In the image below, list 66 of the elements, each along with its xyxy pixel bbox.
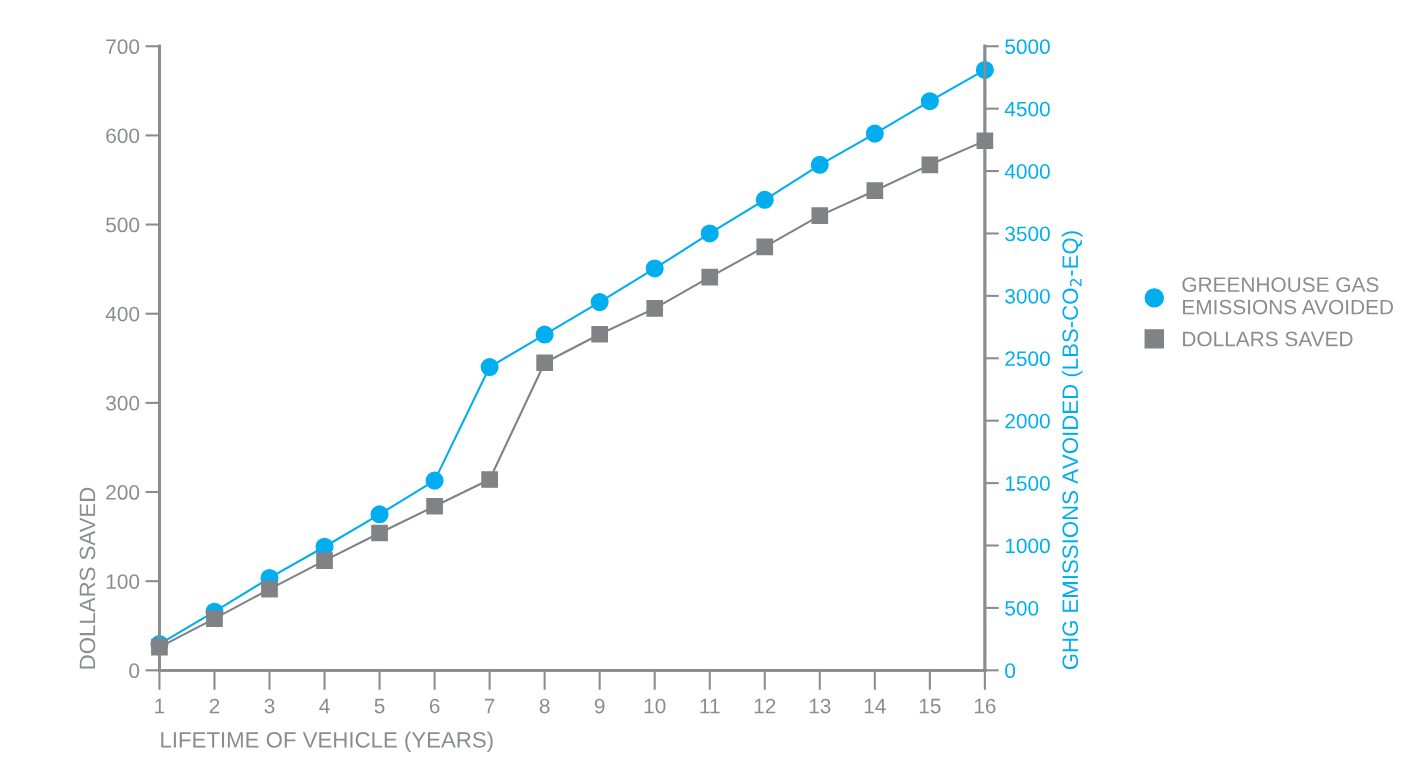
- y-axis-title: DOLLARS SAVED: [79, 487, 96, 669]
- y-tick-label: 500: [106, 217, 140, 233]
- x-tick-label: 8: [539, 698, 550, 714]
- point: [591, 325, 609, 343]
- x-tick-label: 14: [864, 698, 886, 714]
- point: [480, 357, 499, 377]
- point: [536, 354, 553, 372]
- y-tick-label: 200: [106, 485, 140, 500]
- x-tick-label: 15: [919, 698, 941, 714]
- y2-tick-label: 0: [1005, 663, 1016, 679]
- y2-tick-label: 3000: [1005, 288, 1050, 304]
- x-tick-label: 11: [700, 698, 720, 714]
- legend-label: DOLLARS SAVED: [1183, 331, 1353, 347]
- y-tick-label: 400: [105, 306, 140, 322]
- x-tick-label: 16: [974, 698, 996, 714]
- x-tick-label: 3: [264, 698, 275, 714]
- x-tick-label: 6: [429, 698, 440, 714]
- point: [920, 92, 939, 111]
- x-tick-label: 10: [644, 698, 666, 714]
- y2-tick-label: 2000: [1005, 413, 1050, 429]
- y2-tick-label: 1000: [1005, 538, 1050, 554]
- point: [371, 524, 388, 542]
- point: [426, 497, 443, 515]
- legend-label: GREENHOUSE GAS EMISSIONS AVOIDED: [1182, 277, 1393, 315]
- y2-tick-label: 4500: [1004, 101, 1050, 117]
- x-tick-label: 5: [374, 698, 385, 714]
- point: [370, 505, 389, 524]
- point: [701, 268, 719, 286]
- point: [700, 224, 719, 243]
- y2-axis-title: GHG EMISSIONS AVOIDED (LBS-CO$_{2}$-EQ): [1061, 231, 1083, 670]
- y2-tick-label: 2500: [1005, 351, 1050, 367]
- point: [261, 580, 278, 598]
- point: [481, 471, 498, 488]
- point: [645, 259, 664, 278]
- point: [646, 300, 664, 317]
- point: [921, 156, 939, 174]
- point: [535, 325, 554, 344]
- y2-tick-label: 4000: [1004, 164, 1050, 179]
- x-tick-label: 4: [319, 698, 330, 714]
- point: [425, 471, 444, 490]
- y-tick-label: 100: [106, 574, 140, 589]
- point: [590, 293, 609, 312]
- point: [811, 207, 829, 224]
- y-tick-label: 0: [129, 663, 140, 679]
- point: [865, 124, 884, 143]
- x-tick-label: 12: [754, 698, 776, 714]
- point: [755, 190, 774, 209]
- point: [866, 182, 884, 200]
- y2-tick-label: 500: [1005, 600, 1039, 616]
- point: [810, 155, 829, 174]
- x-tick-label: 1: [155, 698, 165, 714]
- y-tick-label: 300: [106, 395, 140, 411]
- y2-tick-label: 1500: [1005, 476, 1050, 491]
- point: [316, 552, 333, 569]
- x-axis-title: LIFETIME OF VEHICLE (YEARS): [161, 731, 493, 753]
- y-tick-label: 700: [106, 39, 140, 55]
- y-tick-label: 600: [106, 128, 140, 144]
- x-tick-label: 13: [809, 698, 831, 714]
- y2-tick-label: 5000: [1005, 39, 1050, 55]
- point: [976, 132, 994, 150]
- point: [756, 238, 774, 256]
- x-tick-label: 9: [594, 698, 605, 714]
- y2-tick-label: 3500: [1005, 226, 1050, 242]
- point: [206, 610, 223, 627]
- x-tick-label: 7: [484, 698, 495, 714]
- x-tick-label: 2: [209, 698, 220, 714]
